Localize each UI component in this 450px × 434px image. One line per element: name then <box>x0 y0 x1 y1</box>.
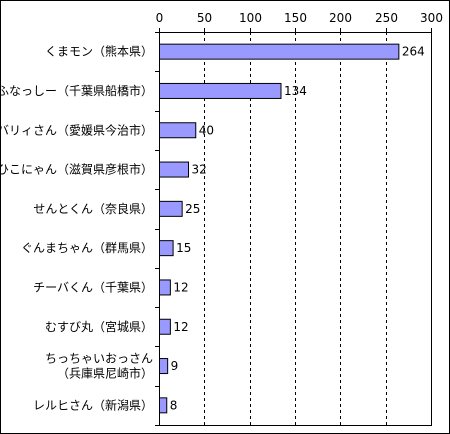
bar-value-label: 12 <box>173 320 188 334</box>
category-label: ぐんまちゃん（群馬県） <box>21 241 153 255</box>
bar-value-label: 9 <box>171 359 179 373</box>
category-label: せんとくん（奈良県） <box>33 201 153 216</box>
x-tick-label: 0 <box>156 11 164 25</box>
bar <box>159 240 174 257</box>
category-label: チーバくん（千葉県） <box>33 280 153 294</box>
plot-area <box>159 32 432 426</box>
bar-value-label: 134 <box>284 84 307 98</box>
bar-value-label: 32 <box>192 163 207 177</box>
x-tick-label: 300 <box>420 11 443 25</box>
bar-value-label: 40 <box>199 123 214 137</box>
bar-value-label: 8 <box>170 398 178 412</box>
bar <box>159 358 169 375</box>
bar <box>159 43 400 60</box>
x-tick-label: 50 <box>197 11 212 25</box>
category-label: むすび丸（宮城県） <box>45 319 153 334</box>
x-tick-label: 150 <box>284 11 307 25</box>
bar <box>159 318 171 335</box>
bar <box>159 200 183 217</box>
category-label: （兵庫県尼崎市） <box>57 366 153 381</box>
bar <box>159 397 168 414</box>
x-tick-label: 100 <box>239 11 262 25</box>
category-label: くまモン（熊本県） <box>45 44 153 59</box>
category-label: ふなっしー（千葉県船橋市） <box>0 83 153 98</box>
bar-value-label: 15 <box>176 241 191 255</box>
x-tick-label: 200 <box>329 11 352 25</box>
bar-value-label: 264 <box>402 45 425 59</box>
category-label: レルヒさん（新潟県） <box>33 397 153 412</box>
bar <box>159 161 190 178</box>
bar <box>159 82 282 99</box>
bar-value-label: 25 <box>185 202 200 216</box>
bar <box>159 279 171 296</box>
category-label: ひこにゃん（滋賀県彦根市） <box>0 162 153 177</box>
x-tick-label: 250 <box>375 11 398 25</box>
bar <box>159 122 197 139</box>
category-label: ちっちゃいおっさん <box>45 352 153 366</box>
bar-value-label: 12 <box>173 280 188 294</box>
category-label: バリィさん（愛媛県今治市） <box>0 122 153 137</box>
